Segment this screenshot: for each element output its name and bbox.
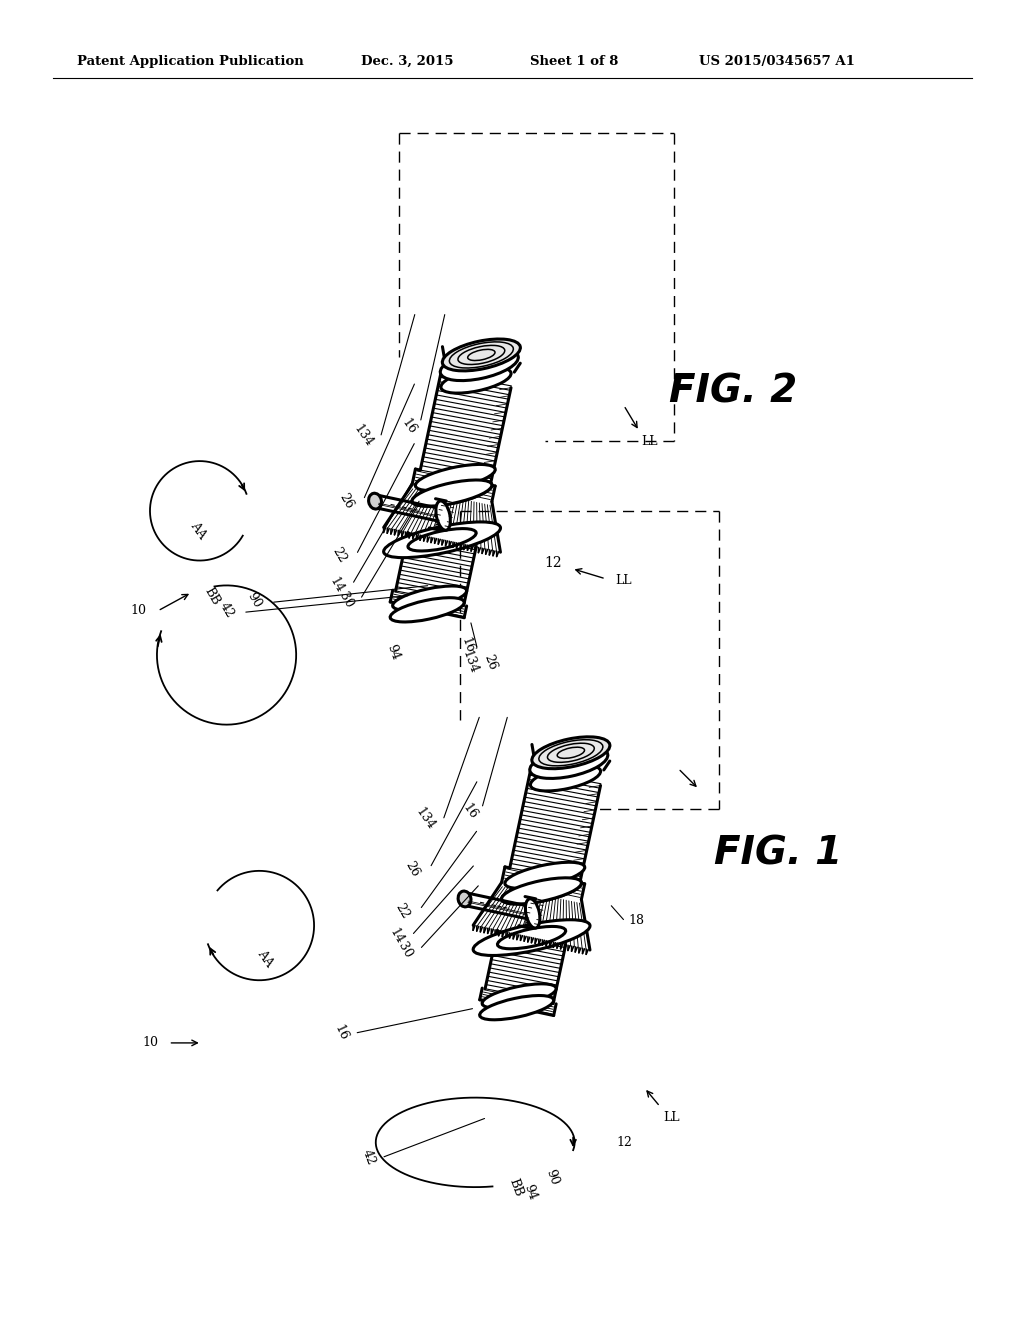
Text: 94: 94: [385, 643, 402, 661]
Ellipse shape: [525, 899, 540, 928]
Text: 134: 134: [414, 805, 437, 833]
Text: 26: 26: [403, 859, 422, 879]
Ellipse shape: [416, 465, 496, 491]
Text: AA: AA: [255, 948, 275, 969]
Text: 22: 22: [330, 545, 348, 566]
Text: LL: LL: [663, 1111, 679, 1125]
Text: Dec. 3, 2015: Dec. 3, 2015: [360, 54, 454, 67]
Ellipse shape: [440, 348, 518, 380]
Text: 16: 16: [332, 1023, 350, 1043]
Ellipse shape: [390, 598, 464, 622]
Text: LL: LL: [641, 434, 657, 447]
Ellipse shape: [473, 920, 590, 956]
Text: Patent Application Publication: Patent Application Publication: [78, 54, 304, 67]
Ellipse shape: [392, 586, 467, 610]
Ellipse shape: [502, 878, 582, 904]
Ellipse shape: [498, 927, 565, 949]
Text: AA: AA: [187, 520, 208, 541]
Text: 94: 94: [521, 1183, 539, 1201]
Ellipse shape: [441, 367, 511, 393]
Text: BB: BB: [507, 1176, 525, 1199]
Ellipse shape: [436, 502, 451, 531]
Ellipse shape: [384, 521, 501, 557]
Text: 42: 42: [217, 601, 237, 620]
Ellipse shape: [479, 995, 554, 1020]
Text: Sheet 1 of 8: Sheet 1 of 8: [529, 54, 618, 67]
Text: 26: 26: [481, 652, 499, 672]
Ellipse shape: [505, 862, 585, 888]
Ellipse shape: [531, 737, 610, 768]
Text: 42: 42: [360, 1147, 378, 1167]
Text: 26: 26: [336, 491, 355, 511]
Ellipse shape: [395, 587, 464, 610]
Text: 12: 12: [616, 1137, 633, 1148]
Ellipse shape: [502, 878, 582, 904]
Text: US 2015/0345657 A1: US 2015/0345657 A1: [699, 54, 855, 67]
Text: 10: 10: [130, 603, 146, 616]
Text: 14: 14: [387, 927, 407, 946]
Text: 14: 14: [328, 576, 346, 595]
Text: 90: 90: [543, 1167, 560, 1187]
Ellipse shape: [530, 766, 601, 791]
Ellipse shape: [412, 480, 492, 506]
Text: 12: 12: [544, 556, 561, 569]
Ellipse shape: [458, 891, 471, 907]
Text: 22: 22: [393, 900, 413, 921]
Text: 134: 134: [350, 422, 375, 450]
Text: LL: LL: [615, 574, 632, 587]
Text: 30: 30: [336, 590, 355, 611]
Text: 30: 30: [395, 940, 415, 961]
Text: FIG. 1: FIG. 1: [714, 836, 842, 873]
Text: 16: 16: [459, 635, 476, 655]
Text: 90: 90: [245, 590, 264, 610]
Text: 18: 18: [629, 913, 644, 927]
Ellipse shape: [442, 339, 520, 371]
Text: FIG. 2: FIG. 2: [669, 372, 798, 411]
Text: 16: 16: [461, 801, 480, 821]
Ellipse shape: [408, 528, 476, 550]
Text: 10: 10: [142, 1036, 158, 1049]
Text: BB: BB: [202, 585, 222, 607]
Ellipse shape: [482, 983, 556, 1008]
Text: 16: 16: [398, 416, 419, 437]
Text: 134: 134: [460, 648, 480, 676]
Ellipse shape: [412, 480, 492, 506]
Ellipse shape: [529, 747, 608, 779]
Ellipse shape: [369, 494, 382, 510]
Ellipse shape: [485, 985, 553, 1007]
